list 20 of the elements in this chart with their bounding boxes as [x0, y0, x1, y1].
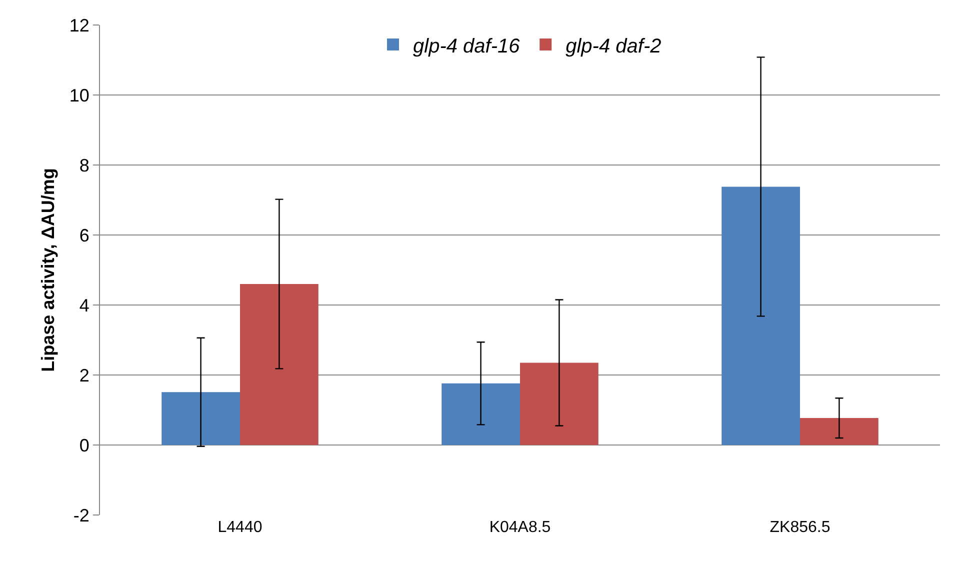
x-tick-label: K04A8.5: [489, 519, 551, 536]
bar: [240, 284, 318, 445]
bar: [520, 362, 598, 445]
y-tick-label: 6: [79, 225, 90, 246]
y-tick-label: 12: [69, 15, 90, 36]
y-tick-label: 4: [79, 295, 90, 316]
y-axis-title: Lipase activity, ΔAU/mg: [38, 168, 58, 372]
y-tick-label: 8: [79, 155, 90, 176]
y-tick-label: -2: [73, 505, 90, 526]
y-tick-label: 10: [69, 85, 90, 106]
legend-label: glp-4 daf-16: [413, 35, 521, 58]
x-tick-label: ZK856.5: [770, 519, 830, 536]
y-tick-label: 2: [79, 365, 90, 386]
bar: [162, 392, 240, 445]
bar: [442, 383, 520, 445]
x-tick-label: L4440: [218, 519, 262, 536]
bar: [800, 418, 878, 445]
y-tick-label: 0: [79, 435, 90, 456]
legend-label: glp-4 daf-2: [566, 35, 662, 58]
bar: [722, 186, 800, 445]
